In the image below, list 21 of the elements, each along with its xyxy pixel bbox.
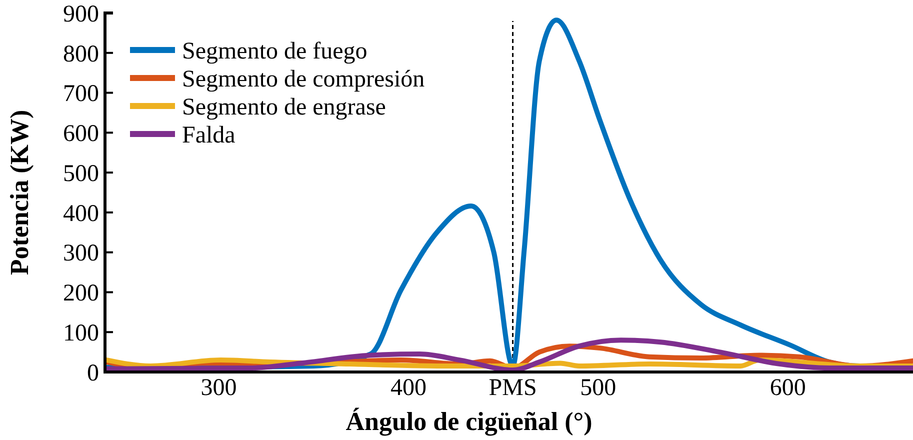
y-tick-label: 700 [63, 81, 99, 108]
y-tick-label: 600 [63, 121, 99, 148]
y-tick-label: 400 [63, 200, 99, 227]
legend-label: Segmento de compresión [182, 66, 425, 92]
x-tick-label: 400 [390, 375, 426, 402]
y-tick-label: 300 [63, 240, 99, 267]
x-tick-label: 500 [580, 375, 616, 402]
y-tick-label: 200 [63, 280, 99, 307]
legend-label: Falda [182, 122, 236, 148]
y-axis-title: Potencia (KW) [5, 110, 34, 276]
y-tick-label: 800 [63, 41, 99, 68]
legend-label: Segmento de fuego [182, 38, 368, 64]
legend-label: Segmento de engrase [182, 94, 386, 120]
y-tick-label: 100 [63, 320, 99, 347]
x-tick-label: PMS [488, 375, 537, 402]
y-tick-label: 900 [63, 1, 99, 28]
x-axis-title: Ángulo de cigüeñal (°) [346, 407, 592, 436]
y-tick-label: 500 [63, 160, 99, 187]
x-tick-label: 300 [200, 375, 237, 402]
y-tick-label: 0 [87, 360, 99, 386]
x-tick-label: 600 [770, 375, 806, 402]
